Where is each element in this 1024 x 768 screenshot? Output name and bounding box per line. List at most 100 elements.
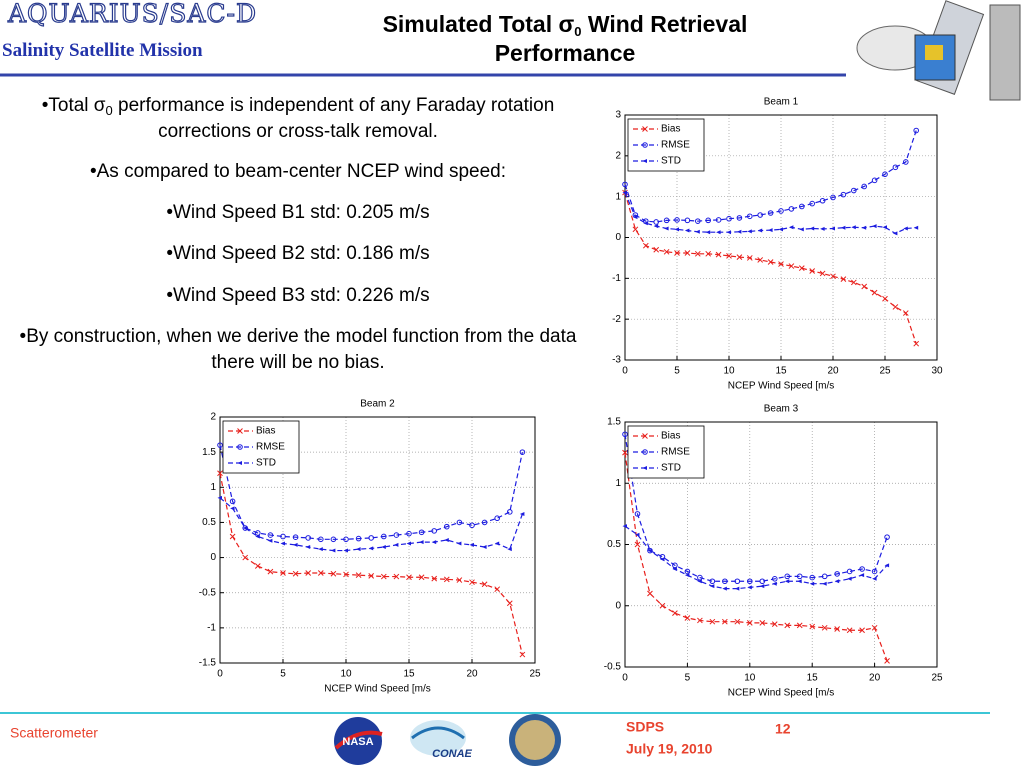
marker	[759, 584, 765, 589]
marker	[892, 231, 898, 236]
marker	[469, 579, 475, 586]
marker	[799, 227, 804, 232]
marker	[431, 540, 437, 545]
x-tick-label: 0	[622, 673, 628, 684]
marker	[788, 225, 794, 230]
bullet: •Wind Speed B2 std: 0.186 m/s	[166, 243, 430, 264]
marker	[482, 545, 487, 550]
legend-label: Bias	[661, 124, 680, 135]
marker	[871, 568, 878, 575]
marker	[757, 212, 764, 218]
marker	[674, 250, 680, 256]
marker	[267, 568, 274, 575]
marker	[903, 226, 908, 231]
marker	[393, 573, 400, 580]
marker	[217, 495, 222, 500]
marker	[684, 615, 691, 621]
marker	[913, 127, 920, 134]
marker	[840, 276, 847, 283]
marker	[305, 535, 312, 541]
footer-date: July 19, 2010	[626, 741, 713, 757]
marker	[292, 534, 299, 540]
marker	[317, 570, 324, 576]
marker	[393, 532, 400, 538]
marker	[254, 563, 261, 569]
y-tick-label: -3	[612, 355, 621, 366]
marker	[830, 226, 835, 231]
x-tick-label: 10	[744, 673, 756, 684]
plot-frame	[624, 114, 938, 361]
x-axis-label: NCEP Wind Speed [m/s	[324, 684, 431, 695]
marker	[443, 576, 450, 583]
marker	[431, 528, 438, 534]
title-text: Wind Retrieval Performance	[494, 11, 748, 66]
legend-marker	[642, 433, 648, 439]
series-line	[624, 452, 888, 662]
legend-box	[222, 420, 300, 474]
x-tick-label: 0	[217, 669, 223, 680]
marker	[519, 651, 526, 658]
marker	[653, 219, 660, 225]
marker	[642, 242, 649, 249]
marker	[318, 536, 324, 543]
marker	[882, 225, 887, 230]
marker	[507, 547, 512, 552]
marker	[902, 310, 909, 316]
x-tick-label: 30	[931, 366, 943, 377]
marker	[709, 578, 716, 585]
legend-marker	[642, 449, 648, 455]
marker	[406, 541, 411, 546]
marker	[507, 509, 513, 515]
marker	[819, 197, 826, 204]
marker	[622, 431, 628, 438]
marker	[647, 548, 652, 553]
marker	[343, 571, 349, 578]
y-tick-label: -0.5	[604, 662, 622, 673]
marker	[519, 449, 526, 455]
y-tick-label: 1	[615, 478, 621, 489]
marker	[851, 187, 857, 194]
legend-label: STD	[256, 458, 276, 469]
title-text: Simulated Total σ	[382, 11, 575, 37]
marker	[217, 442, 223, 448]
marker	[343, 536, 349, 543]
marker	[892, 304, 899, 310]
x-tick-label: 0	[622, 366, 628, 377]
marker	[684, 228, 690, 233]
y-tick-label: 1	[615, 191, 621, 202]
marker	[784, 622, 791, 629]
marker	[821, 624, 828, 631]
marker	[884, 563, 890, 568]
mission-subtitle: Salinity Satellite Mission	[2, 40, 203, 61]
marker	[280, 570, 286, 576]
x-tick-label: 5	[674, 366, 680, 377]
nasa-logo-text: NASA	[342, 736, 373, 748]
marker	[809, 574, 816, 581]
legend-marker	[642, 126, 648, 132]
marker	[851, 225, 856, 230]
marker	[721, 618, 728, 625]
marker	[368, 535, 375, 541]
marker	[747, 213, 753, 220]
marker	[456, 519, 463, 526]
marker	[229, 498, 236, 505]
marker	[846, 627, 853, 634]
marker	[229, 533, 236, 540]
x-tick-label: 25	[879, 366, 891, 377]
marker	[913, 340, 920, 347]
marker	[850, 279, 857, 286]
marker	[709, 584, 715, 589]
marker	[280, 533, 286, 540]
x-tick-label: 25	[529, 669, 541, 680]
marker	[481, 581, 488, 588]
marker	[456, 541, 462, 546]
marker	[254, 530, 261, 536]
marker	[797, 579, 802, 584]
marker	[736, 254, 743, 260]
legend-marker	[237, 444, 243, 450]
marker	[634, 511, 641, 517]
usr-logo	[509, 714, 561, 766]
marker	[672, 562, 678, 569]
marker	[788, 263, 795, 269]
y-tick-label: 2	[210, 412, 216, 423]
